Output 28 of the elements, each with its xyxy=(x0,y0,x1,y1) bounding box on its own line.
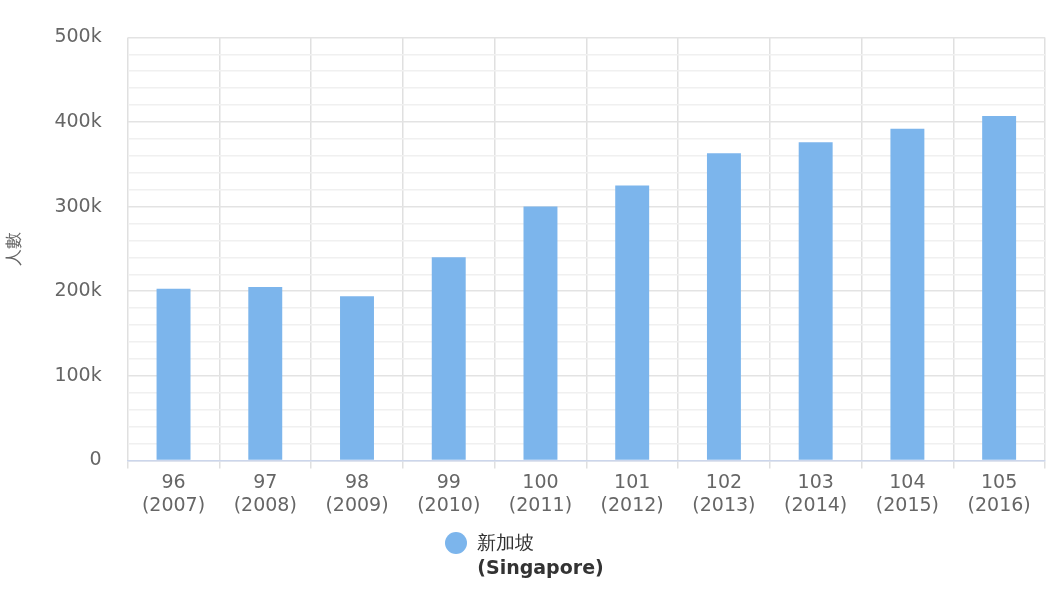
y-axis-title: 人數 xyxy=(2,231,23,266)
bar xyxy=(248,286,283,460)
x-tick-label: 103 (2014) xyxy=(784,469,848,515)
bar xyxy=(340,296,374,460)
bar xyxy=(706,153,741,460)
bar xyxy=(431,257,466,460)
bar xyxy=(156,288,191,460)
x-tick-label: 99 (2010) xyxy=(417,469,481,515)
x-tick-label: 101 (2012) xyxy=(600,469,664,515)
y-tick-label: 300k xyxy=(54,193,102,216)
x-tick-label: 104 (2015) xyxy=(875,469,939,515)
bar xyxy=(982,116,1017,460)
bar xyxy=(798,142,833,460)
bar xyxy=(890,128,925,460)
x-tick-label: 102 (2013) xyxy=(692,469,756,515)
x-tick-label: 105 (2016) xyxy=(967,469,1031,515)
bar xyxy=(615,185,650,460)
bar xyxy=(523,206,558,460)
y-tick-label: 200k xyxy=(54,278,102,301)
y-tick-label: 0 xyxy=(89,447,102,470)
y-tick-label: 400k xyxy=(54,108,102,131)
y-tick-label: 500k xyxy=(54,24,102,47)
legend-label: 新加坡 (Singapore) xyxy=(477,530,604,578)
x-tick-label: 98 (2009) xyxy=(325,469,389,515)
y-tick-label: 100k xyxy=(54,362,102,385)
x-tick-label: 100 (2011) xyxy=(508,469,573,515)
x-tick-label: 96 (2007) xyxy=(141,469,206,515)
x-tick-label: 97 (2008) xyxy=(233,469,297,515)
